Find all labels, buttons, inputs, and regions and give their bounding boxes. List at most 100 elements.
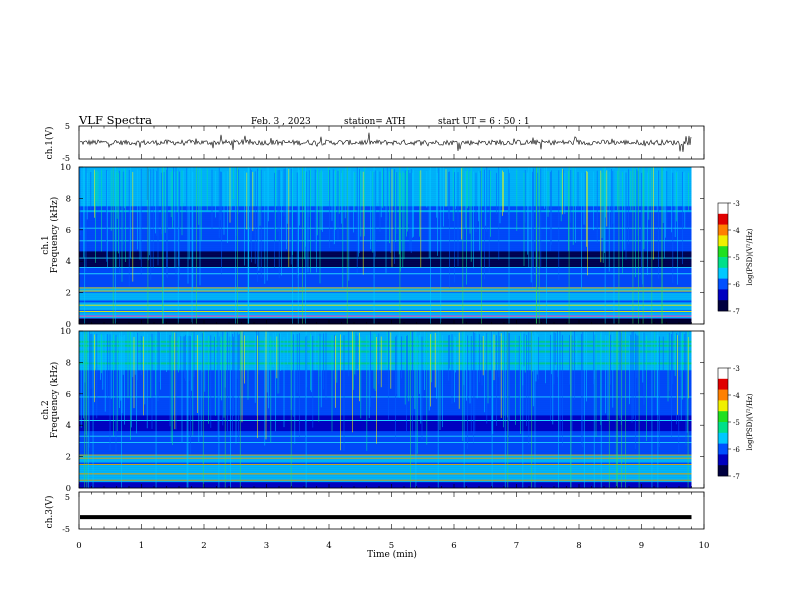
x-tick-label: 4 [326, 541, 331, 551]
ch1-spectrogram-image [79, 167, 704, 325]
colorbar-segment [718, 257, 728, 269]
spectrogram-band [79, 223, 692, 227]
ch2-spectrogram-ylabel: Frequency (kHz) [49, 362, 60, 439]
colorbar-segment [718, 368, 728, 380]
spectrogram-band [79, 168, 692, 172]
x-tick-label: 0 [76, 541, 81, 551]
ch1-xticks [78, 126, 705, 159]
spectrogram-band [79, 208, 692, 211]
spectrogram-band [79, 331, 692, 334]
colorbar-segment [718, 224, 728, 236]
ch1-waveform-panel: 5 -5 ch.1(V) [44, 122, 705, 163]
figure-title: VLF Spectra [78, 113, 152, 127]
spectrogram-band [79, 417, 692, 420]
spectrogram-band [79, 178, 692, 182]
spectrogram-band [79, 221, 692, 225]
spectrogram-band [79, 182, 692, 185]
spectrogram-band [79, 227, 692, 231]
colorbar-tick-label: -7 [733, 473, 740, 481]
colorbar-segment [718, 289, 728, 301]
spectrogram-band [79, 280, 692, 284]
spectrogram-band [79, 458, 692, 461]
colorbar-tick-label: -6 [733, 281, 740, 289]
spectrogram-band [79, 265, 692, 268]
spectrogram-band [79, 423, 692, 426]
spectrogram-band [79, 370, 692, 373]
colorbar-segment [718, 389, 728, 401]
spectrogram-band [79, 190, 692, 193]
ch3-ytick-top: 5 [65, 493, 70, 502]
ch1-ytick-top: 5 [65, 122, 70, 131]
spectrogram-band [79, 267, 692, 270]
spectrogram-ytick-label: 0 [66, 484, 71, 494]
x-tick-label: 3 [264, 541, 269, 551]
spectrogram-band [79, 438, 692, 442]
spectrogram-band [79, 245, 692, 248]
x-tick-label: 8 [576, 541, 581, 551]
spectrogram-band [79, 378, 692, 381]
spectrogram-band [79, 249, 692, 252]
spectrogram-band [79, 383, 692, 387]
spectrogram-band [79, 235, 692, 238]
spectrogram-band [79, 374, 692, 377]
ch3-waveform-frame [78, 491, 705, 530]
spectrogram-band [79, 296, 692, 299]
spectrogram-ytick-label: 8 [66, 358, 71, 368]
spectrogram-band [79, 261, 692, 264]
spectrogram-band [79, 200, 692, 203]
spectrogram-band [79, 360, 692, 363]
spectrogram-band [79, 196, 692, 199]
colorbar-segment [718, 235, 728, 247]
ch1-spectrogram-ylabel: Frequency (kHz) [49, 197, 60, 274]
spectrogram-band [79, 206, 692, 209]
spectrogram-band [79, 186, 692, 189]
spectrogram-band [79, 444, 692, 448]
colorbar-segment [718, 300, 728, 312]
colorbar-segment [718, 465, 728, 477]
x-tick-label: 10 [699, 541, 710, 551]
colorbar-tick-label: -3 [733, 365, 740, 373]
spectrogram-band [79, 214, 692, 217]
spectrogram-band [79, 202, 692, 205]
colorbar-tick-label: -5 [733, 419, 740, 427]
spectrogram-band [79, 219, 692, 223]
spectrogram-band [79, 403, 692, 406]
colorbar-segment [718, 278, 728, 290]
spectrogram-band [79, 431, 692, 434]
colorbar-segment [718, 246, 728, 258]
spectrogram-band [79, 354, 692, 357]
colorbar-segment [718, 432, 728, 444]
spectrogram-band [79, 314, 692, 317]
spectrogram-band [79, 409, 692, 412]
spectrogram-band [79, 294, 692, 297]
spectrogram-band [79, 452, 692, 455]
colorbar-segment [718, 378, 728, 390]
spectrogram-band [79, 460, 692, 463]
spectrogram-band [79, 482, 692, 485]
spectrogram-band [79, 391, 692, 395]
spectrogram-band [79, 348, 692, 351]
spectrogram-band [79, 237, 692, 240]
spectrogram-band [79, 352, 692, 355]
spectrogram-band [79, 401, 692, 404]
spectrogram-band [79, 316, 692, 319]
spectrogram-band [79, 380, 692, 383]
spectrogram-band [79, 364, 692, 367]
spectrogram-band [79, 229, 692, 233]
spectrogram-band [79, 300, 692, 303]
ch2-colorbar: -3 -4 -5 -6 -7 log(PSD)(V²/Hz) [717, 365, 754, 481]
spectrogram-band [79, 387, 692, 391]
spectrogram-band [79, 376, 692, 379]
spectrogram-band [79, 480, 692, 483]
figure-date: Feb. 3 , 2023 [251, 117, 311, 127]
spectrogram-band [79, 170, 692, 174]
spectrogram-band [79, 192, 692, 195]
ch3-ylabel: ch.3(V) [44, 496, 55, 529]
spectrogram-band [79, 358, 692, 361]
spectrogram-ytick-label: 10 [60, 327, 71, 337]
spectrogram-band [79, 274, 692, 278]
spectrogram-band [79, 393, 692, 397]
spectrogram-band [79, 368, 692, 371]
spectrogram-no-data [691, 167, 704, 324]
spectrogram-band [79, 436, 692, 440]
